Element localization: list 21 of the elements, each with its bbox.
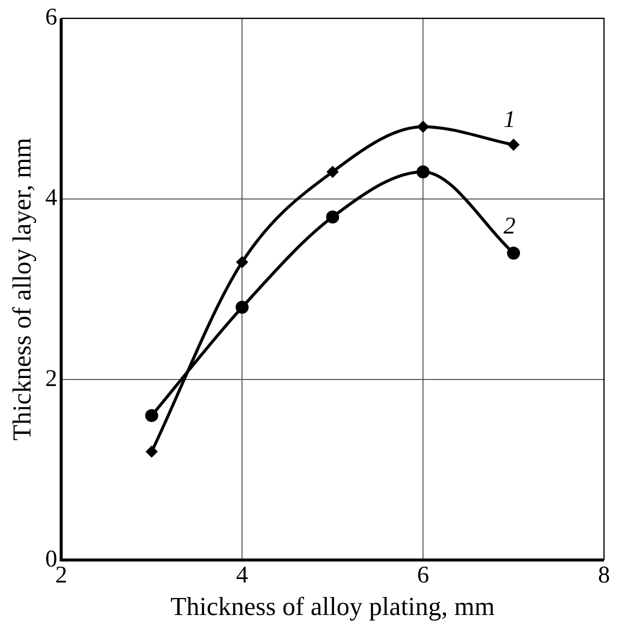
y-tick-label: 4 — [45, 185, 58, 212]
point — [236, 300, 249, 314]
y-tick-label: 2 — [45, 366, 58, 392]
point — [418, 121, 429, 132]
x-tick-label: 6 — [417, 562, 430, 589]
x-axis-title: Thickness of alloy plating, mm — [170, 592, 495, 622]
point — [327, 166, 338, 178]
x-tick-label: 8 — [598, 562, 610, 589]
point — [146, 446, 158, 458]
point — [236, 256, 248, 268]
point — [507, 246, 520, 260]
x-tick-label: 4 — [236, 562, 248, 589]
y-tick-label: 0 — [45, 546, 58, 572]
point — [145, 409, 158, 422]
point — [326, 210, 340, 224]
point — [508, 139, 520, 150]
y-axis-title: Thickness of alloy layer, mm — [7, 138, 36, 441]
y-tick-label: 6 — [45, 4, 58, 31]
series-label: 1 — [504, 107, 516, 134]
point — [416, 165, 430, 178]
series-label: 2 — [504, 213, 516, 240]
